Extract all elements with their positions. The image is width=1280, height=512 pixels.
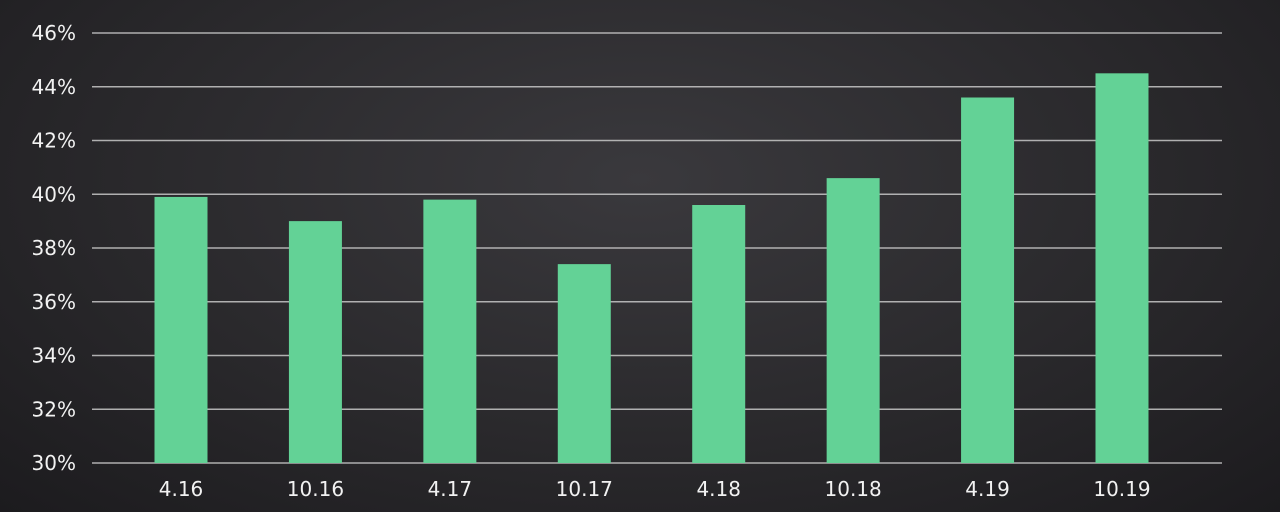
x-axis-ticks: 4.16 10.16 4.17 10.17 4.18 10.18 4.19 10.19 [159, 477, 1151, 501]
bar-10-17 [557, 264, 611, 463]
y-tick-label: 36% [32, 290, 76, 314]
x-tick-label: 4.19 [965, 477, 1010, 501]
bar-4-19 [961, 97, 1015, 463]
y-tick-label: 42% [32, 129, 76, 153]
y-tick-label: 38% [32, 236, 76, 260]
x-tick-label: 4.17 [428, 477, 473, 501]
bar-4-16 [154, 196, 208, 463]
y-tick-label: 32% [32, 397, 76, 421]
y-tick-label: 34% [32, 344, 76, 368]
bar-4-17 [423, 199, 477, 463]
y-axis-ticks: 30% 32% 34% 36% 38% 40% 42% 44% 46% [32, 21, 76, 475]
grid-lines [92, 32, 1222, 464]
x-tick-label: 10.16 [287, 477, 344, 501]
x-tick-label: 10.19 [1093, 477, 1150, 501]
x-tick-label: 4.16 [159, 477, 204, 501]
bar-10-19 [1095, 73, 1149, 463]
y-tick-label: 44% [32, 75, 76, 99]
y-tick-label: 30% [32, 451, 76, 475]
x-tick-label: 10.18 [825, 477, 882, 501]
bar-10-16 [288, 221, 342, 463]
y-tick-label: 40% [32, 182, 76, 206]
bar-4-18 [692, 205, 746, 463]
bars [154, 73, 1149, 463]
x-tick-label: 10.17 [556, 477, 613, 501]
bar-10-18 [826, 178, 880, 463]
x-tick-label: 4.18 [696, 477, 741, 501]
y-tick-label: 46% [32, 21, 76, 45]
